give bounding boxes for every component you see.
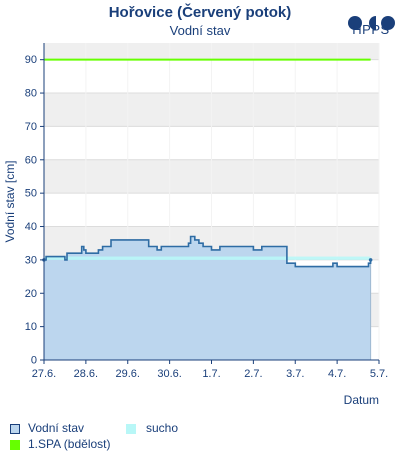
- y-tick-label: 10: [25, 321, 37, 333]
- water-level-line: [44, 235, 372, 268]
- y-tick-label: 80: [25, 88, 37, 100]
- hpps-logo-icon: [348, 16, 395, 30]
- y-tick-label: 40: [25, 221, 37, 233]
- x-tick-label: 28.6.: [74, 368, 98, 380]
- x-tick-label: 3.7.: [286, 368, 304, 380]
- legend-swatch-drought: [126, 424, 136, 434]
- water-level-area: [44, 236, 371, 360]
- y-tick-label: 0: [31, 355, 37, 367]
- legend-label-drought: sucho: [146, 421, 179, 435]
- y-tick-label: 20: [25, 288, 37, 300]
- y-tick-label: 90: [25, 54, 37, 66]
- chart-title: Hořovice (Červený potok): [108, 4, 292, 21]
- water-level-point: [368, 258, 373, 262]
- y-axis-label: Vodní stav [cm]: [3, 160, 17, 242]
- chart-subtitle: Vodní stav: [169, 23, 231, 38]
- logo-text: HPPS: [352, 22, 390, 37]
- x-tick-label: 30.6.: [157, 368, 181, 380]
- x-tick-label: 29.6.: [116, 368, 140, 380]
- x-tick-label: 2.7.: [244, 368, 262, 380]
- x-tick-label: 5.7.: [370, 368, 388, 380]
- y-tick-label: 60: [25, 154, 37, 166]
- y-tick-label: 50: [25, 188, 37, 200]
- legend-label-water-level: Vodní stav: [28, 421, 85, 435]
- y-tick-label: 70: [25, 121, 37, 133]
- x-tick-label: 1.7.: [202, 368, 220, 380]
- x-tick-label: 4.7.: [328, 368, 346, 380]
- x-axis-label: Datum: [344, 393, 379, 407]
- x-tick-label: 27.6.: [32, 368, 56, 380]
- legend-label-spa1: 1.SPA (bdělost): [28, 437, 111, 451]
- drought-band: [44, 256, 371, 260]
- legend-swatch-water-level: [10, 424, 20, 434]
- y-tick-label: 30: [25, 254, 37, 266]
- legend-swatch-spa1: [10, 440, 20, 450]
